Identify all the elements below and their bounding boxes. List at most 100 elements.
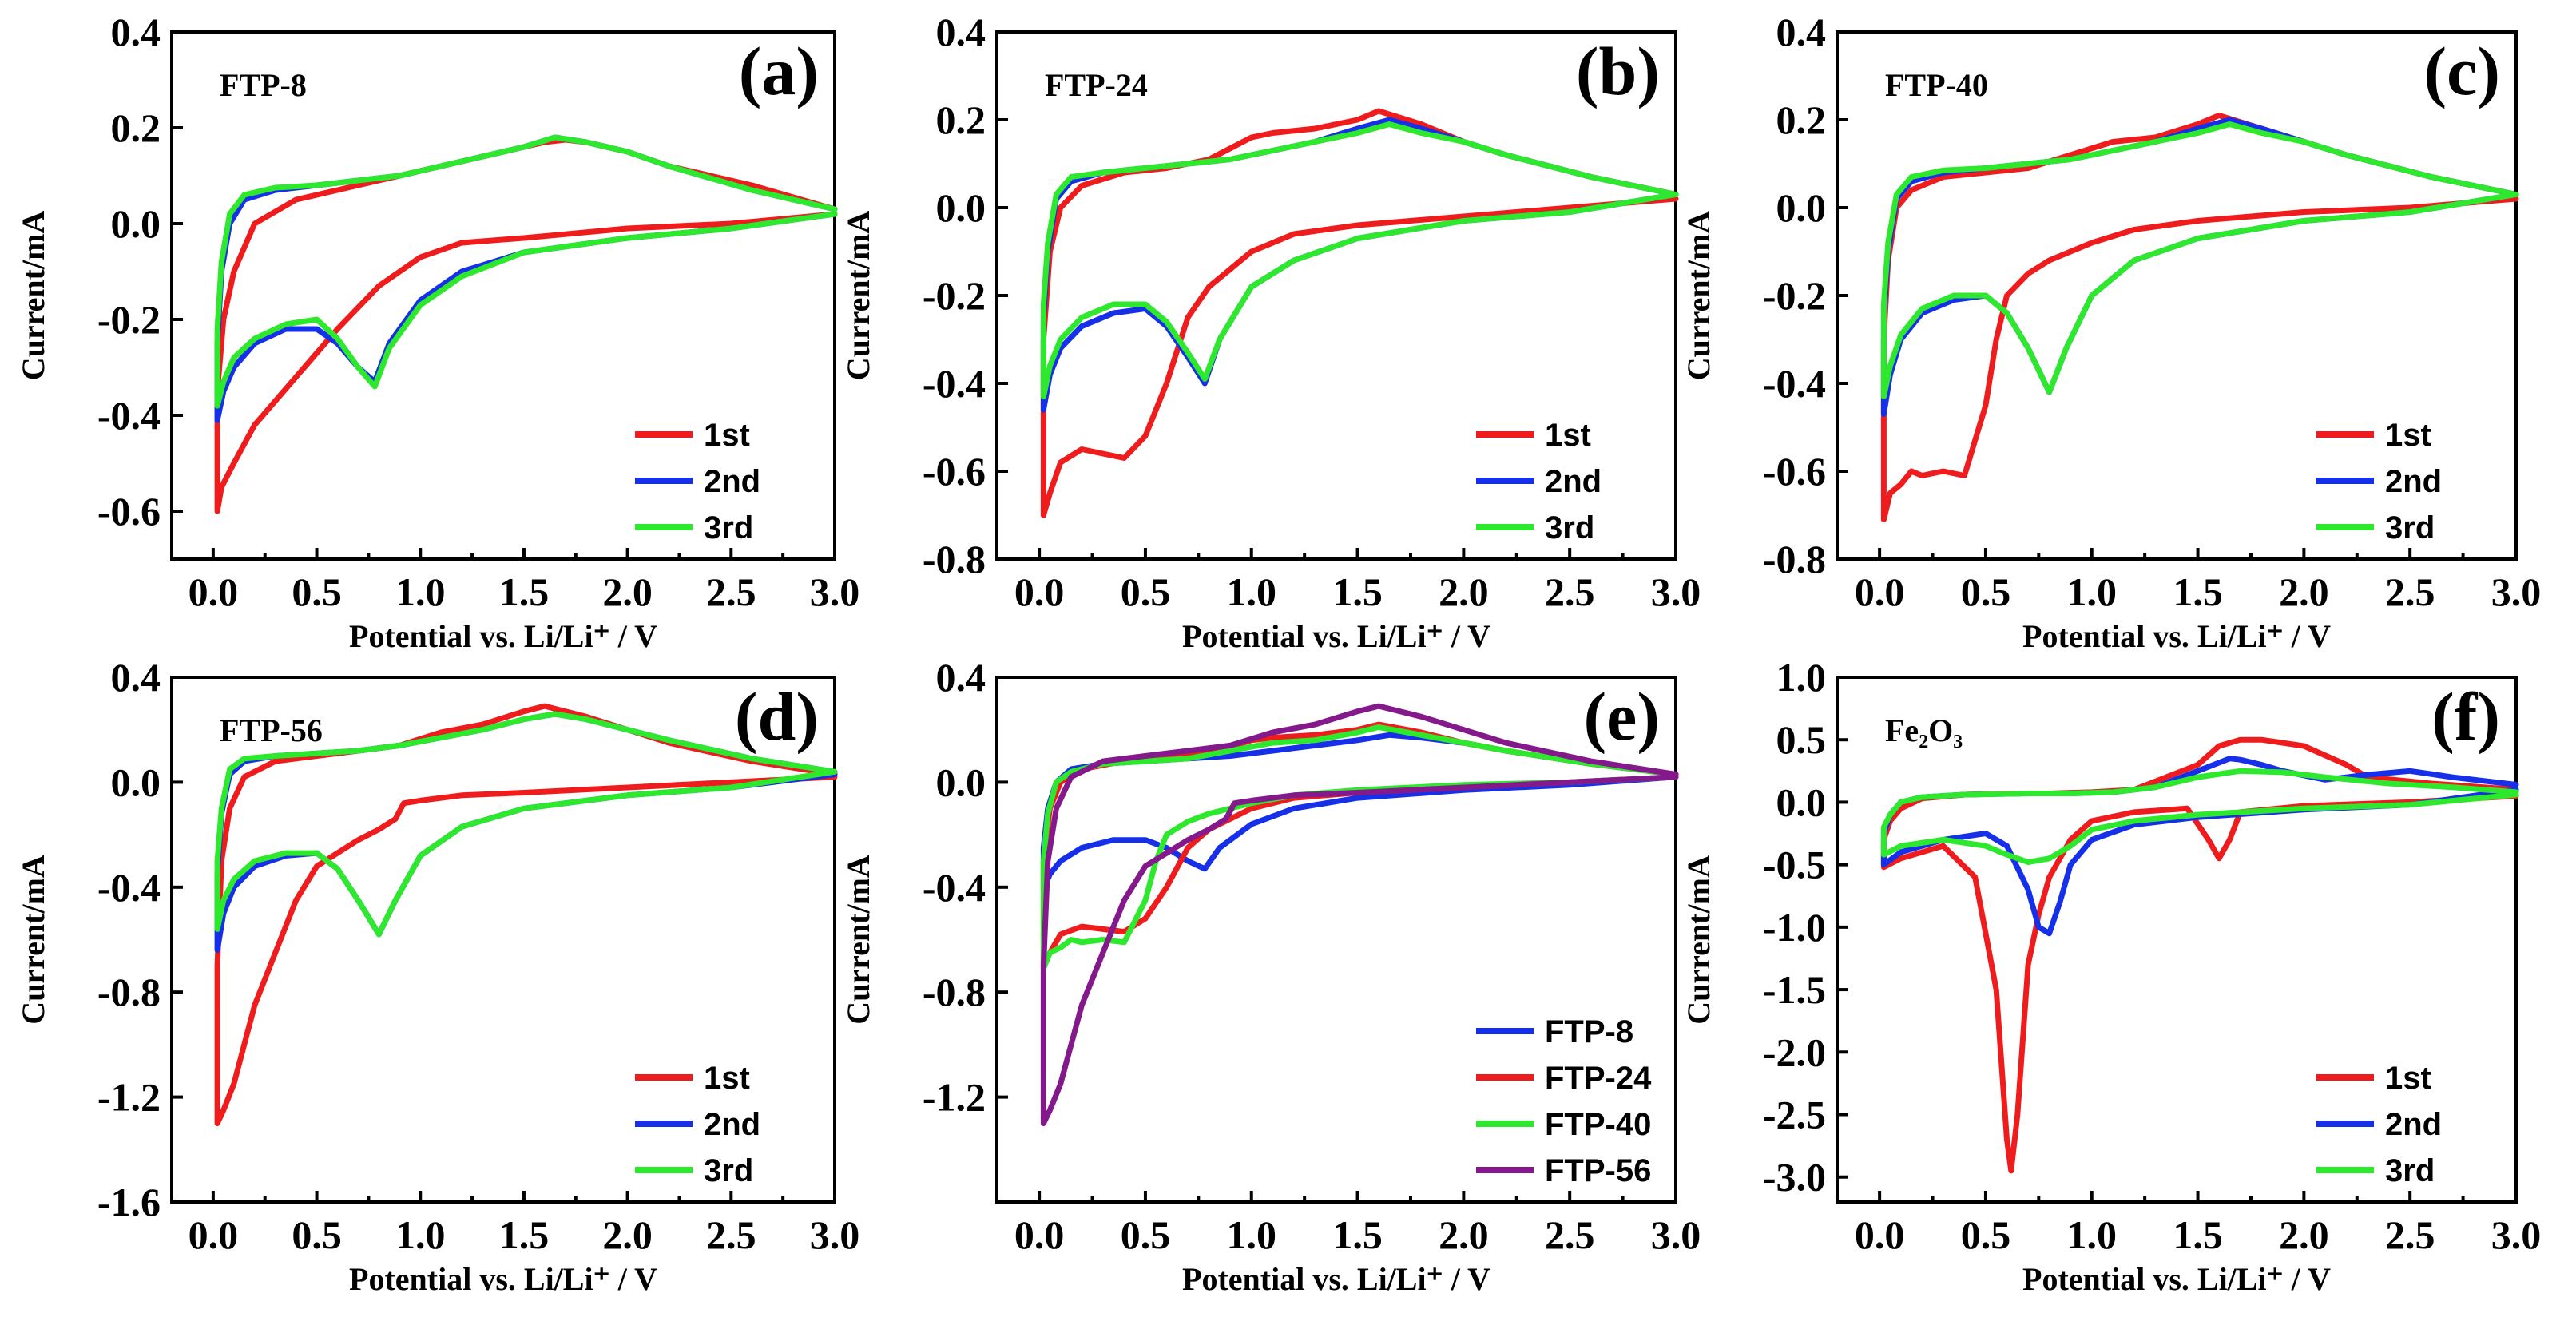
- sample-label: FTP-24: [1045, 67, 1148, 103]
- y-tick-label: -3.0: [1763, 1155, 1826, 1200]
- x-tick-label: 0.0: [189, 1212, 239, 1257]
- legend-label: 2nd: [704, 464, 760, 499]
- plot-frame: [1836, 676, 2518, 1204]
- y-tick-label: -0.5: [1763, 843, 1826, 887]
- series-line-1st: [214, 137, 838, 514]
- legend-label: FTP-24: [1545, 1061, 1652, 1096]
- sample-label: FTP-8: [220, 67, 307, 103]
- legend-label: 1st: [704, 418, 750, 453]
- y-tick-label: 0.4: [111, 655, 161, 700]
- y-axis-label: Current/mA: [1681, 855, 1717, 1025]
- x-tick-label: 0.5: [292, 1212, 342, 1257]
- y-tick-label: -0.6: [1763, 449, 1826, 494]
- x-tick-label: 1.5: [2173, 569, 2223, 614]
- y-tick-label: 0.0: [1776, 780, 1827, 824]
- x-tick-label: 2.5: [706, 569, 756, 614]
- panel-letter: (f): [2431, 678, 2500, 755]
- x-tick-label: 3.0: [2491, 1212, 2542, 1257]
- x-tick-label: 0.5: [292, 569, 342, 614]
- series-line-2nd: [1880, 117, 2519, 417]
- x-tick-label: 0.5: [1961, 569, 2011, 614]
- x-tick-label: 1.0: [395, 569, 446, 614]
- y-tick-label: -0.4: [923, 361, 986, 406]
- legend-label: FTP-8: [1545, 1014, 1633, 1049]
- y-tick-label: -1.2: [97, 1075, 161, 1120]
- chart-panel-5: 0.0 0.5 1.0 1.5 2.0 2.5 3.0 -1.2 -0.8 -0.4 0.0 0.4 P…: [840, 655, 1701, 1297]
- y-tick-label: 0.2: [111, 105, 161, 150]
- x-axis-label: Potential vs. Li/Li⁺ / V: [1182, 1261, 1490, 1297]
- x-tick-label: 2.0: [2279, 569, 2329, 614]
- series-line-ftp-56: [1040, 703, 1679, 1126]
- x-tick-label: 2.0: [602, 569, 653, 614]
- x-tick-label: 2.5: [1545, 569, 1595, 614]
- x-tick-label: 0.5: [1121, 1212, 1171, 1257]
- y-tick-label: -0.4: [1763, 361, 1826, 406]
- x-tick-label: 2.0: [1439, 1212, 1489, 1257]
- x-tick-label: 2.0: [1439, 569, 1489, 614]
- y-tick-label: -0.8: [923, 970, 986, 1014]
- y-tick-label: 0.2: [936, 97, 986, 142]
- series-line-1st: [1880, 113, 2519, 522]
- y-tick-label: 0.4: [111, 10, 161, 54]
- y-tick-label: -0.4: [97, 393, 161, 438]
- series-line-3rd: [1880, 121, 2519, 399]
- legend-label: 3rd: [2385, 510, 2435, 545]
- x-tick-label: 0.0: [1855, 569, 1905, 614]
- series-line-ftp-40: [1040, 724, 1679, 972]
- x-tick-label: 1.5: [1332, 569, 1383, 614]
- y-tick-label: -0.8: [923, 537, 986, 581]
- x-tick-label: 1.0: [395, 1212, 446, 1257]
- plot-frame: [170, 30, 836, 561]
- series-line-3rd: [214, 134, 838, 409]
- panel-letter: (d): [735, 678, 819, 755]
- x-tick-label: 1.0: [2067, 569, 2118, 614]
- y-tick-label: -0.2: [1763, 273, 1826, 318]
- sample-label: FTP-40: [1885, 67, 1988, 103]
- x-tick-label: 2.5: [706, 1212, 756, 1257]
- x-tick-label: 0.5: [1121, 569, 1171, 614]
- y-tick-label: -2.5: [1763, 1093, 1826, 1137]
- x-axis-label: Potential vs. Li/Li⁺ / V: [349, 618, 657, 654]
- legend-label: 2nd: [2385, 464, 2442, 499]
- x-tick-label: 2.5: [2385, 1212, 2435, 1257]
- y-tick-label: -0.6: [97, 489, 161, 534]
- y-tick-label: 0.0: [111, 760, 161, 804]
- plot-frame: [170, 676, 836, 1204]
- x-axis-label: Potential vs. Li/Li⁺ / V: [2022, 1261, 2331, 1297]
- x-tick-label: 3.0: [1651, 1212, 1701, 1257]
- y-axis-label: Current/mA: [15, 211, 51, 381]
- x-tick-label: 0.0: [1014, 569, 1065, 614]
- legend-label: 1st: [704, 1061, 750, 1096]
- y-tick-label: 0.4: [936, 655, 986, 700]
- series-line-1st: [1880, 736, 2519, 1174]
- series-line-2nd: [1040, 117, 1679, 413]
- series-line-3rd: [1880, 768, 2519, 865]
- legend-label: 2nd: [2385, 1107, 2442, 1142]
- x-tick-label: 3.0: [1651, 569, 1701, 614]
- chart-panel-6: 0.0 0.5 1.0 1.5 2.0 2.5 3.0 -3.0 -2.5 -2.0 -1.5 -1.…: [1681, 655, 2541, 1297]
- chart-panel-2: 0.0 0.5 1.0 1.5 2.0 2.5 3.0 -0.8 -0.6 -0.4 -0.2 0.0…: [840, 10, 1701, 654]
- legend-label: 1st: [2385, 418, 2431, 453]
- legend-label: 3rd: [2385, 1153, 2435, 1188]
- y-tick-label: -1.6: [97, 1180, 161, 1224]
- y-tick-label: -0.4: [97, 865, 161, 910]
- y-tick-label: -0.4: [923, 865, 986, 910]
- y-tick-label: 0.2: [1776, 97, 1827, 142]
- y-tick-label: -2.0: [1763, 1029, 1826, 1074]
- y-axis-label: Current/mA: [840, 855, 876, 1025]
- x-tick-label: 1.5: [499, 1212, 550, 1257]
- series-line-3rd: [214, 711, 838, 938]
- plot-frame: [995, 676, 1677, 1204]
- x-tick-label: 0.0: [189, 569, 239, 614]
- y-tick-label: 0.4: [936, 10, 986, 54]
- x-axis-label: Potential vs. Li/Li⁺ / V: [349, 1261, 657, 1297]
- y-tick-label: -1.5: [1763, 967, 1826, 1012]
- panel-letter: (e): [1584, 678, 1660, 755]
- chart-panel-4: 0.0 0.5 1.0 1.5 2.0 2.5 3.0 -1.6 -1.2 -0.8 -0.4 0.0…: [15, 655, 859, 1297]
- y-tick-label: -0.6: [923, 449, 986, 494]
- legend-label: FTP-56: [1545, 1153, 1651, 1188]
- x-tick-label: 1.0: [2067, 1212, 2118, 1257]
- x-axis-label: Potential vs. Li/Li⁺ / V: [1182, 618, 1490, 654]
- y-axis-label: Current/mA: [15, 855, 51, 1025]
